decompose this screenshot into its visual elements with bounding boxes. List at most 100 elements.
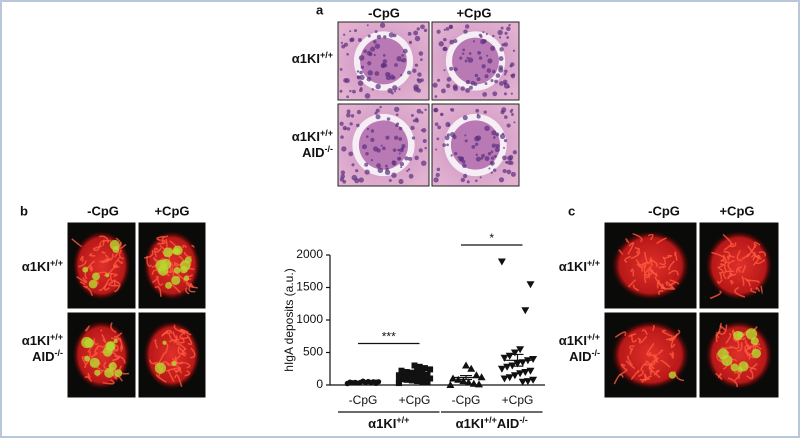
deposit: [751, 348, 762, 359]
fiber: [741, 264, 746, 274]
data-point: [411, 362, 418, 369]
deposit: [112, 246, 120, 253]
fiber: [723, 251, 731, 261]
column-header: -CpG: [368, 5, 400, 20]
fiber: [722, 233, 733, 245]
fiber: [754, 251, 762, 260]
nucleus: [503, 139, 508, 143]
nucleus: [407, 70, 412, 75]
fiber: [737, 268, 741, 273]
fiber: [618, 249, 624, 255]
micrograph: [137, 311, 207, 399]
nucleus: [504, 115, 508, 119]
nucleus: [463, 173, 468, 179]
group-label: α1KI+/+AID-/-: [456, 415, 528, 431]
fiber: [101, 257, 111, 264]
nucleus: [443, 69, 446, 72]
label-sup: +/+: [587, 332, 600, 342]
deposit: [668, 371, 676, 379]
data-point: [516, 346, 525, 354]
glomerulus: [358, 120, 409, 170]
label-text: AID: [32, 349, 54, 364]
fiber: [154, 339, 159, 349]
nucleus: [499, 81, 504, 86]
nucleus: [339, 67, 343, 71]
fiber: [625, 238, 630, 244]
nucleus: [453, 38, 458, 44]
nucleus: [476, 77, 481, 82]
nucleus: [343, 33, 346, 36]
fiber: [96, 241, 102, 251]
nucleus: [379, 105, 382, 109]
nucleus: [373, 40, 377, 44]
nucleus: [403, 48, 408, 54]
fiber: [173, 262, 179, 267]
nucleus: [398, 152, 401, 155]
nucleus: [466, 56, 469, 60]
fiber: [151, 276, 160, 284]
nucleus: [358, 177, 364, 183]
nucleus: [341, 146, 347, 152]
fiber: [148, 359, 159, 365]
data-point: [427, 366, 434, 373]
nucleus: [387, 88, 393, 94]
nucleus: [366, 76, 372, 82]
fiber: [727, 259, 735, 271]
label-text: α1KI: [368, 416, 396, 431]
deposit: [114, 369, 123, 378]
fiber: [658, 290, 664, 295]
error-bar: [511, 353, 524, 367]
nucleus: [366, 127, 370, 131]
nucleus: [395, 113, 399, 117]
nucleus: [355, 169, 359, 173]
nucleus: [370, 46, 376, 52]
fiber: [179, 332, 189, 340]
data-point: [462, 361, 470, 369]
micrograph: [603, 311, 698, 399]
fiber: [165, 367, 180, 374]
nucleus: [498, 56, 504, 62]
deposit: [733, 330, 743, 341]
nucleus: [504, 73, 507, 76]
nucleus: [387, 72, 391, 76]
nucleus: [437, 78, 441, 82]
nucleus: [512, 49, 516, 52]
row-label: α1KI+/+: [292, 128, 333, 144]
label-text: AID: [569, 349, 591, 364]
fiber: [614, 331, 627, 338]
nucleus: [453, 67, 458, 72]
nucleus: [464, 134, 467, 137]
deposit: [108, 362, 117, 371]
nucleus: [346, 53, 349, 56]
fiber: [735, 266, 742, 273]
nucleus: [437, 125, 442, 130]
deposit: [84, 338, 95, 348]
nucleus: [484, 125, 490, 132]
nucleus: [454, 151, 458, 156]
nucleus: [438, 41, 444, 47]
nucleus: [346, 95, 350, 99]
nucleus: [367, 70, 373, 76]
fiber: [613, 373, 624, 385]
nucleus: [360, 65, 364, 69]
fiber: [638, 335, 648, 344]
nucleus: [470, 80, 476, 86]
data-point: [467, 364, 476, 372]
nucleus: [445, 26, 450, 31]
data-point: [414, 365, 421, 372]
deposit: [105, 341, 115, 351]
nucleus: [363, 49, 367, 54]
label-text: α1KI: [292, 129, 320, 144]
fiber: [656, 237, 667, 245]
nucleus: [446, 143, 449, 147]
fiber: [154, 285, 162, 297]
fiber: [177, 345, 185, 355]
data-point: [395, 378, 402, 385]
nucleus: [421, 160, 427, 166]
significance-label: *: [489, 231, 494, 245]
row-label: AID-/-: [32, 348, 63, 364]
column-header: +CpG: [154, 203, 189, 218]
nucleus: [506, 123, 511, 128]
nucleus: [449, 131, 456, 138]
nucleus: [359, 70, 363, 75]
